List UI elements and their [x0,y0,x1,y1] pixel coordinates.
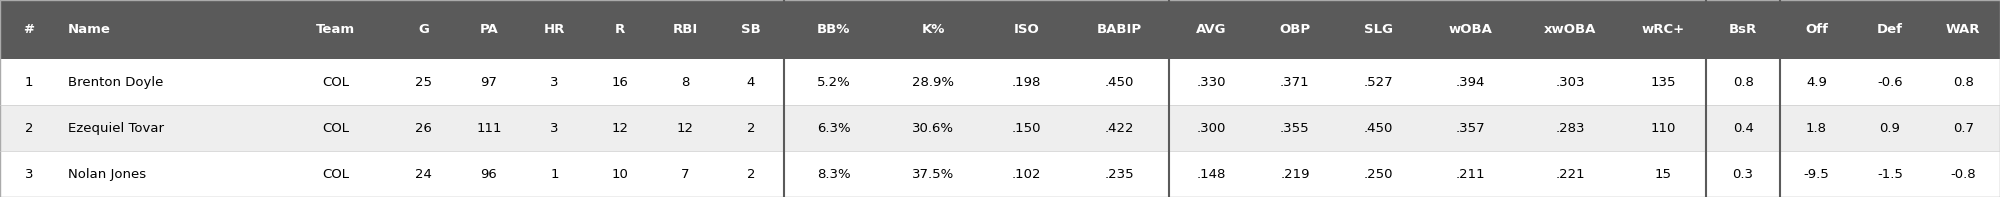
Text: Off: Off [1806,23,1828,36]
Text: OBP: OBP [1280,23,1310,36]
Text: 0.3: 0.3 [1732,167,1754,180]
Text: RBI: RBI [672,23,698,36]
Text: 26: 26 [414,122,432,135]
Text: R: R [614,23,626,36]
Text: .527: .527 [1364,76,1394,89]
Text: G: G [418,23,428,36]
Text: BB%: BB% [816,23,850,36]
Text: ISO: ISO [1014,23,1040,36]
Text: 24: 24 [414,167,432,180]
Text: COL: COL [322,76,350,89]
Text: 1: 1 [24,76,34,89]
Text: .102: .102 [1012,167,1040,180]
Text: .394: .394 [1456,76,1486,89]
Text: 12: 12 [676,122,694,135]
Text: .211: .211 [1456,167,1486,180]
Text: 37.5%: 37.5% [912,167,954,180]
Text: xwOBA: xwOBA [1544,23,1596,36]
Text: HR: HR [544,23,566,36]
Text: 2: 2 [746,167,756,180]
Text: -0.8: -0.8 [1950,167,1976,180]
Text: 111: 111 [476,122,502,135]
Text: .250: .250 [1364,167,1394,180]
Text: .330: .330 [1196,76,1226,89]
Text: 97: 97 [480,76,498,89]
Text: -9.5: -9.5 [1804,167,1830,180]
Text: 4: 4 [746,76,756,89]
Bar [0,0,2000,59]
Text: .235: .235 [1104,167,1134,180]
Text: 12: 12 [612,122,628,135]
Text: .219: .219 [1280,167,1310,180]
Text: 4.9: 4.9 [1806,76,1826,89]
Text: 3: 3 [550,76,558,89]
Text: 5.2%: 5.2% [816,76,850,89]
Text: 6.3%: 6.3% [816,122,850,135]
Text: 3: 3 [24,167,34,180]
Text: .450: .450 [1104,76,1134,89]
Text: 0.4: 0.4 [1732,122,1754,135]
Text: Team: Team [316,23,356,36]
Text: 2: 2 [24,122,34,135]
Text: K%: K% [922,23,944,36]
Bar [0,105,2000,151]
Text: Name: Name [68,23,110,36]
Text: .300: .300 [1196,122,1226,135]
Text: 135: 135 [1650,76,1676,89]
Text: 1: 1 [550,167,558,180]
Text: 10: 10 [612,167,628,180]
Text: 8.3%: 8.3% [816,167,850,180]
Bar [0,151,2000,197]
Text: .198: .198 [1012,76,1040,89]
Text: 2: 2 [746,122,756,135]
Text: 0.9: 0.9 [1880,122,1900,135]
Text: SB: SB [742,23,760,36]
Text: .371: .371 [1280,76,1310,89]
Text: 0.8: 0.8 [1732,76,1754,89]
Text: 3: 3 [550,122,558,135]
Text: 25: 25 [414,76,432,89]
Text: PA: PA [480,23,498,36]
Text: COL: COL [322,122,350,135]
Text: Def: Def [1876,23,1902,36]
Text: SLG: SLG [1364,23,1394,36]
Text: .303: .303 [1556,76,1584,89]
Text: 1.8: 1.8 [1806,122,1828,135]
Text: Brenton Doyle: Brenton Doyle [68,76,164,89]
Text: wOBA: wOBA [1448,23,1492,36]
Text: 30.6%: 30.6% [912,122,954,135]
Text: .148: .148 [1196,167,1226,180]
Text: 110: 110 [1650,122,1676,135]
Text: -1.5: -1.5 [1876,167,1902,180]
Text: .283: .283 [1556,122,1584,135]
Text: 0.8: 0.8 [1952,76,1974,89]
Text: 96: 96 [480,167,498,180]
Text: wRC+: wRC+ [1642,23,1684,36]
Text: Ezequiel Tovar: Ezequiel Tovar [68,122,164,135]
Text: .450: .450 [1364,122,1394,135]
Text: -0.6: -0.6 [1878,76,1902,89]
Text: 16: 16 [612,76,628,89]
Text: .221: .221 [1556,167,1584,180]
Text: .150: .150 [1012,122,1040,135]
Text: BABIP: BABIP [1096,23,1142,36]
Text: 28.9%: 28.9% [912,76,954,89]
Text: AVG: AVG [1196,23,1226,36]
Text: 7: 7 [682,167,690,180]
Text: .422: .422 [1104,122,1134,135]
Text: Nolan Jones: Nolan Jones [68,167,146,180]
Text: 15: 15 [1654,167,1672,180]
Text: 8: 8 [682,76,690,89]
Text: COL: COL [322,167,350,180]
Text: #: # [24,23,34,36]
Bar [0,59,2000,105]
Text: .355: .355 [1280,122,1310,135]
Text: 0.7: 0.7 [1952,122,1974,135]
Text: .357: .357 [1456,122,1486,135]
Text: BsR: BsR [1728,23,1758,36]
Text: WAR: WAR [1946,23,1980,36]
